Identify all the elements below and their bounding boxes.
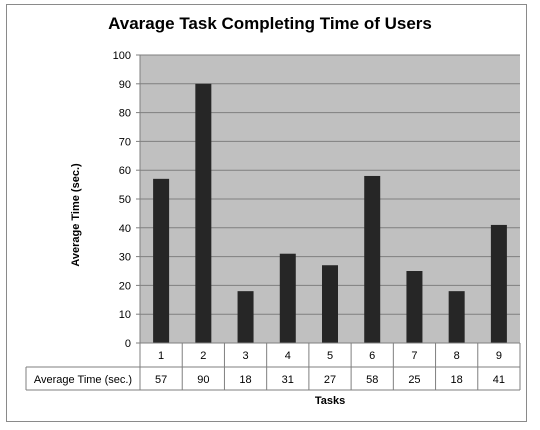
data-label: 57: [155, 374, 167, 386]
data-label: 25: [408, 374, 420, 386]
x-tick-label: 8: [454, 350, 460, 362]
data-label: 58: [366, 374, 378, 386]
y-tick-label: 70: [119, 136, 131, 148]
bar: [153, 178, 170, 343]
x-tick-label: 3: [242, 350, 248, 362]
bar: [490, 224, 507, 343]
data-label: 18: [239, 374, 251, 386]
y-tick-label: 0: [125, 338, 131, 350]
data-label: 18: [451, 374, 463, 386]
bar: [279, 253, 296, 343]
x-tick-label: 6: [369, 350, 375, 362]
y-tick-label: 60: [119, 165, 131, 177]
x-tick-label: 9: [496, 350, 502, 362]
y-tick-label: 90: [119, 79, 131, 91]
x-axis-label: Tasks: [314, 395, 346, 407]
y-tick-label: 30: [119, 252, 131, 264]
x-tick-label: 1: [158, 350, 164, 362]
data-label: 41: [493, 374, 505, 386]
y-tick-label: 80: [119, 108, 131, 120]
bar: [364, 175, 381, 343]
x-tick-label: 4: [285, 350, 291, 362]
y-tick-label: 100: [113, 50, 131, 62]
x-tick-label: 7: [411, 350, 417, 362]
y-tick-label: 10: [119, 309, 131, 321]
y-tick-label: 20: [119, 280, 131, 292]
chart-title: Avarage Task Completing Time of Users: [108, 14, 432, 33]
data-label: 90: [197, 374, 209, 386]
x-tick-label: 5: [327, 350, 333, 362]
y-tick-label: 50: [119, 194, 131, 206]
bar: [322, 265, 338, 343]
table-series-name: Average Time (sec.): [34, 374, 132, 386]
y-tick-label: 40: [119, 223, 131, 235]
bar: [406, 271, 423, 343]
data-label: 27: [324, 374, 336, 386]
bar: [448, 291, 465, 343]
x-tick-label: 2: [200, 350, 206, 362]
bar: [195, 83, 212, 344]
data-label: 31: [282, 374, 294, 386]
bar: [237, 291, 254, 343]
